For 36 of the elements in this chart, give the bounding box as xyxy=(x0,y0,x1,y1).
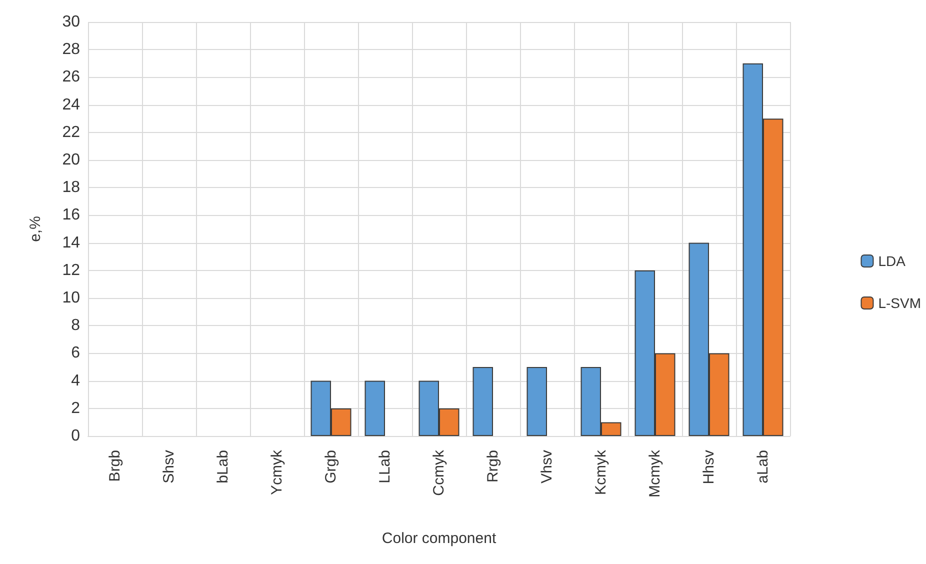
bar xyxy=(364,380,385,436)
x-tick-label: Grgb xyxy=(322,450,340,484)
y-tick-label: 0 xyxy=(71,428,80,444)
y-tick-label: 28 xyxy=(62,41,80,58)
x-tick-label: LLab xyxy=(376,450,394,484)
x-tick-label: Vhsv xyxy=(538,450,556,484)
x-axis-title: Color component xyxy=(382,530,497,547)
y-tick-label: 16 xyxy=(62,206,80,224)
y-tick-label: 4 xyxy=(71,372,80,390)
y-tick-label: 2 xyxy=(71,400,80,417)
y-tick-label: 6 xyxy=(71,344,80,362)
y-tick-label: 10 xyxy=(62,290,80,306)
y-axis-title: e,% xyxy=(27,216,44,242)
y-tick-label: 12 xyxy=(62,262,80,279)
x-tick-label: Rrgb xyxy=(484,450,502,483)
x-tick-label: Ycmyk xyxy=(268,450,286,495)
y-tick-label: 30 xyxy=(62,14,80,30)
x-tick-label: bLab xyxy=(214,450,232,484)
x-tick-label: Shsv xyxy=(160,450,178,484)
legend-label: L-SVM xyxy=(878,295,922,311)
bar xyxy=(526,367,547,436)
y-tick-label: 24 xyxy=(62,96,80,114)
y-tick-label: 20 xyxy=(62,152,80,168)
x-tick-label: Hhsv xyxy=(700,450,718,484)
x-tick-label: aLab xyxy=(754,450,772,484)
y-tick-label: 18 xyxy=(62,179,80,196)
y-tick-label: 26 xyxy=(62,68,80,86)
x-tick-label: Ccmyk xyxy=(430,450,448,496)
x-tick-label: Kcmyk xyxy=(592,450,610,495)
bar xyxy=(472,367,493,436)
legend-label: LDA xyxy=(878,253,906,269)
y-tick-label: 22 xyxy=(62,124,80,141)
x-tick-label: Brgb xyxy=(106,450,124,482)
y-tick-label: 14 xyxy=(62,234,80,252)
y-tick-label: 8 xyxy=(71,317,80,334)
x-tick-label: Mcmyk xyxy=(646,450,664,498)
